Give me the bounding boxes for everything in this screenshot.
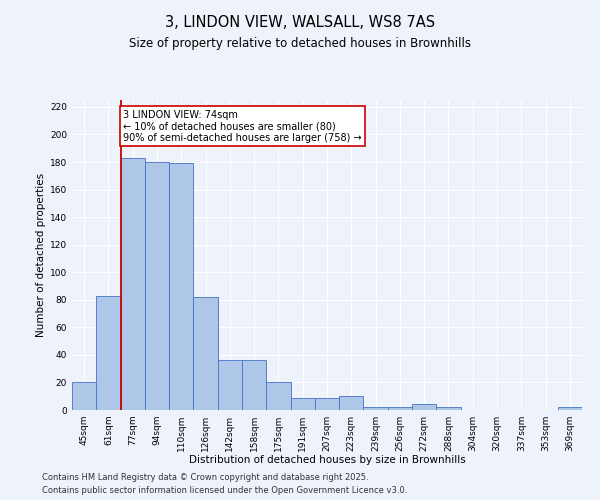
Bar: [266, 382, 290, 410]
Bar: [121, 158, 145, 410]
Bar: [169, 164, 193, 410]
Bar: [364, 407, 388, 410]
Bar: [412, 404, 436, 410]
Y-axis label: Number of detached properties: Number of detached properties: [36, 173, 46, 337]
Bar: [218, 360, 242, 410]
Bar: [315, 398, 339, 410]
Bar: [388, 407, 412, 410]
Bar: [96, 296, 121, 410]
Bar: [558, 407, 582, 410]
Text: Contains public sector information licensed under the Open Government Licence v3: Contains public sector information licen…: [42, 486, 407, 495]
Text: 3 LINDON VIEW: 74sqm
← 10% of detached houses are smaller (80)
90% of semi-detac: 3 LINDON VIEW: 74sqm ← 10% of detached h…: [123, 110, 362, 143]
Bar: [290, 398, 315, 410]
Bar: [72, 382, 96, 410]
Text: 3, LINDON VIEW, WALSALL, WS8 7AS: 3, LINDON VIEW, WALSALL, WS8 7AS: [165, 15, 435, 30]
X-axis label: Distribution of detached houses by size in Brownhills: Distribution of detached houses by size …: [188, 456, 466, 466]
Bar: [436, 407, 461, 410]
Bar: [242, 360, 266, 410]
Bar: [193, 297, 218, 410]
Bar: [339, 396, 364, 410]
Bar: [145, 162, 169, 410]
Text: Size of property relative to detached houses in Brownhills: Size of property relative to detached ho…: [129, 38, 471, 51]
Text: Contains HM Land Registry data © Crown copyright and database right 2025.: Contains HM Land Registry data © Crown c…: [42, 474, 368, 482]
